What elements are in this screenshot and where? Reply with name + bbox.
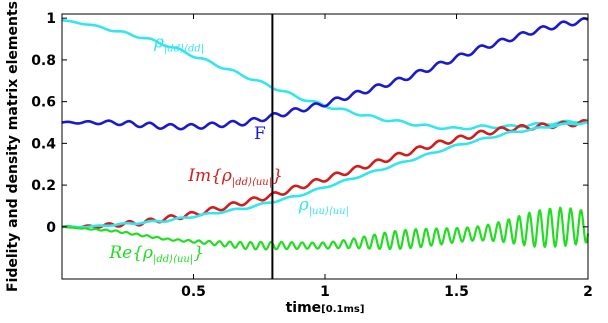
- series-layer: [61, 17, 590, 251]
- series-line-im_rho: [61, 119, 589, 230]
- annotation-re_rho: Re{ρ|dd⟩⟨uu|}: [108, 243, 204, 265]
- x-tick-label: 1.5: [444, 284, 469, 300]
- annotation-subscript: |dd⟩⟨uu|: [153, 254, 193, 265]
- annotation-rho_uu: ρ|uu⟩⟨uu|: [298, 195, 349, 217]
- series-line-rho_uu: [61, 120, 589, 229]
- series-line-F: [61, 17, 589, 131]
- y-tick-label: 0.2: [31, 178, 56, 194]
- y-axis-title: Fidelity and density matrix elements: [5, 1, 21, 292]
- x-tick-label: 2: [583, 284, 593, 300]
- annotation-symbol: Re{ρ: [108, 243, 153, 263]
- x-tick-label: 0.5: [181, 284, 206, 300]
- y-tick-label: 0.6: [31, 95, 56, 111]
- x-axis-title-unit: [0.1ms]: [321, 304, 364, 315]
- x-tick-label: 1: [320, 284, 330, 300]
- annotation-subscript: |dd⟩⟨uu|: [232, 177, 272, 188]
- annotation-symbol: ρ: [298, 195, 309, 215]
- annotation-im_rho: Im{ρ|dd⟩⟨uu|}: [187, 166, 283, 188]
- annotation-symbol: Im{ρ: [187, 166, 232, 186]
- x-axis-title: time[0.1ms]: [286, 300, 365, 316]
- annotations: ρ|dd⟩⟨dd|FIm{ρ|dd⟩⟨uu|}ρ|uu⟩⟨uu|Re{ρ|dd⟩…: [108, 32, 349, 265]
- annotation-subscript: |uu⟩⟨uu|: [309, 206, 349, 217]
- annotation-symbol: ρ: [153, 32, 164, 52]
- annotation-brace: }: [272, 166, 283, 186]
- annotation-brace: }: [193, 243, 204, 263]
- annotation-rho_dd: ρ|dd⟩⟨dd|: [153, 32, 204, 54]
- y-tick-label: 0: [46, 220, 56, 236]
- y-tick-label: 0.4: [31, 136, 56, 152]
- axes: 0.5 1 1.5 2 0 0.2 0.4 0.6 0.8 1: [31, 11, 593, 300]
- annotation-symbol: F: [254, 124, 266, 144]
- annotation-F: F: [254, 124, 266, 144]
- y-tick-label: 1: [46, 11, 56, 27]
- annotation-subscript: |dd⟩⟨dd|: [164, 43, 204, 54]
- series-line-re_rho: [61, 206, 590, 251]
- y-tick-label: 0.8: [31, 53, 56, 69]
- x-axis-title-main: time: [286, 300, 322, 316]
